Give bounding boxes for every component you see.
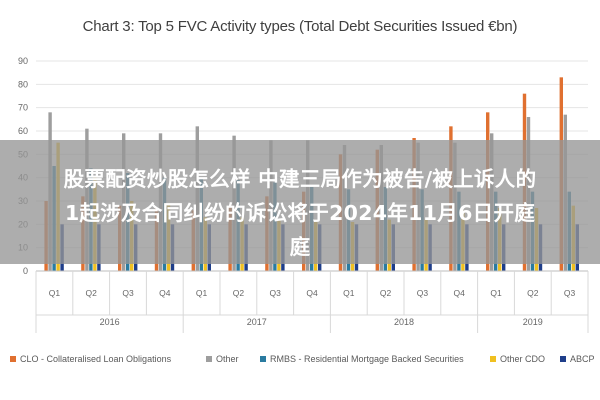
x-tick-label: Q3 [417, 288, 429, 298]
x-year-label: 2018 [394, 317, 414, 327]
legend-swatch [560, 356, 566, 362]
x-tick-label: Q2 [527, 288, 539, 298]
legend-item: Other CDO [490, 354, 545, 364]
legend-label: CLO - Collateralised Loan Obligations [20, 354, 172, 364]
x-tick-label: Q2 [86, 288, 98, 298]
chart-legend: CLO - Collateralised Loan Obligations Oth… [10, 354, 595, 370]
headline-text: 股票配资炒股怎么样 中建三局作为被告/被上诉人的 1起涉及合同纠纷的诉讼将于20… [0, 162, 600, 264]
y-tick-label: 70 [18, 103, 28, 113]
legend-item: Other [206, 354, 239, 364]
x-year-label: 2016 [100, 317, 120, 327]
legend-item: ABCP [560, 354, 595, 364]
x-tick-label: Q1 [490, 288, 502, 298]
x-tick-label: Q4 [306, 288, 318, 298]
y-tick-label: 90 [18, 56, 28, 66]
x-tick-label: Q3 [564, 288, 576, 298]
x-tick-label: Q4 [454, 288, 466, 298]
x-tick-label: Q3 [270, 288, 282, 298]
legend-label: Other [216, 354, 239, 364]
legend-item: RMBS - Residential Mortgage Backed Secur… [260, 354, 464, 364]
legend-swatch [10, 356, 16, 362]
legend-swatch [206, 356, 212, 362]
legend-label: ABCP [570, 354, 595, 364]
legend-label: RMBS - Residential Mortgage Backed Secur… [270, 354, 464, 364]
headline-line-3: 庭 [289, 235, 311, 259]
legend-swatch [260, 356, 266, 362]
y-tick-label: 0 [23, 266, 28, 276]
headline-line-1: 股票配资炒股怎么样 中建三局作为被告/被上诉人的 [63, 167, 537, 191]
x-tick-label: Q4 [159, 288, 171, 298]
y-tick-label: 80 [18, 79, 28, 89]
y-tick-label: 60 [18, 126, 28, 136]
headline-banner: 股票配资炒股怎么样 中建三局作为被告/被上诉人的 1起涉及合同纠纷的诉讼将于20… [0, 140, 600, 264]
x-tick-label: Q2 [380, 288, 392, 298]
x-tick-label: Q3 [122, 288, 134, 298]
headline-line-2: 1起涉及合同纠纷的诉讼将于2024年11月6日开庭 [64, 201, 536, 225]
x-tick-label: Q1 [343, 288, 355, 298]
legend-item: CLO - Collateralised Loan Obligations [10, 354, 171, 364]
x-tick-label: Q1 [49, 288, 61, 298]
x-tick-label: Q1 [196, 288, 208, 298]
x-year-label: 2017 [247, 317, 267, 327]
legend-swatch [490, 356, 496, 362]
x-year-label: 2019 [523, 317, 543, 327]
chart-title: Chart 3: Top 5 FVC Activity types (Total… [82, 18, 518, 35]
legend-label: Other CDO [500, 354, 546, 364]
x-tick-label: Q2 [233, 288, 245, 298]
